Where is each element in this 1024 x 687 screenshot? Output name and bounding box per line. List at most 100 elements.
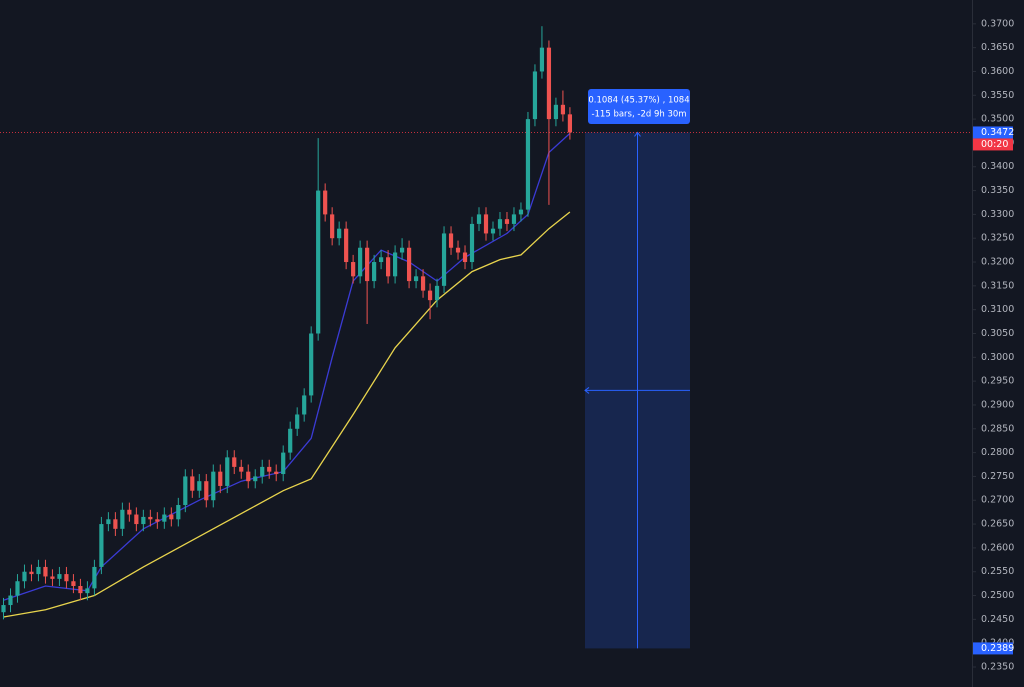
countdown-tag bbox=[973, 138, 1013, 151]
candle-body bbox=[57, 574, 62, 579]
y-tick-label: 0.2850 bbox=[981, 423, 1014, 434]
y-tick-label: 0.3550 bbox=[981, 90, 1014, 101]
candle-body bbox=[560, 104, 566, 115]
candle-body bbox=[302, 395, 307, 415]
measure-low-tag bbox=[973, 642, 1013, 655]
candle-body bbox=[176, 505, 181, 520]
measure-arrow bbox=[634, 131, 641, 137]
candle-body bbox=[183, 476, 188, 506]
candle-body bbox=[50, 576, 55, 579]
candle-body bbox=[316, 190, 321, 334]
last-price-label: 0.3472 bbox=[981, 127, 1014, 138]
candle-body bbox=[225, 457, 230, 486]
candle-body bbox=[448, 233, 454, 248]
y-tick-label: 0.3500 bbox=[981, 114, 1014, 125]
measure-low-label: 0.2389 bbox=[981, 643, 1014, 654]
candle-body bbox=[1, 605, 6, 613]
candle-body bbox=[511, 214, 517, 224]
candle-body bbox=[525, 119, 531, 210]
candle-body bbox=[190, 476, 195, 491]
candle-body bbox=[413, 276, 419, 282]
candle-body bbox=[344, 228, 349, 263]
y-tick-label: 0.2500 bbox=[981, 590, 1014, 601]
candle-body bbox=[99, 524, 104, 567]
candle-body bbox=[330, 214, 335, 239]
last-price-tag bbox=[973, 126, 1013, 139]
candle-body bbox=[420, 276, 426, 291]
candle-body bbox=[218, 471, 223, 486]
candle-body bbox=[127, 509, 132, 515]
candle-body bbox=[281, 452, 286, 475]
y-tick-label: 0.3400 bbox=[981, 161, 1014, 172]
candle-body bbox=[372, 262, 377, 282]
candle-body bbox=[490, 228, 496, 234]
candle-body bbox=[399, 247, 405, 253]
candle-body bbox=[504, 219, 510, 224]
candle-body bbox=[71, 581, 76, 586]
y-tick-label: 0.2600 bbox=[981, 542, 1014, 553]
y-tick-label: 0.2550 bbox=[981, 566, 1014, 577]
candle-body bbox=[155, 519, 160, 522]
y-tick-label: 0.3350 bbox=[981, 185, 1014, 196]
candle-body bbox=[518, 209, 524, 215]
candle-body bbox=[455, 247, 461, 253]
candle-body bbox=[288, 428, 293, 453]
y-tick-label: 0.3100 bbox=[981, 304, 1014, 315]
candle-body bbox=[539, 47, 545, 72]
y-tick-label: 0.2650 bbox=[981, 519, 1014, 530]
candle-body bbox=[253, 476, 258, 482]
candle-body bbox=[141, 516, 146, 525]
candle-body bbox=[106, 519, 111, 525]
candle-body bbox=[406, 247, 412, 282]
y-tick-label: 0.3650 bbox=[981, 42, 1014, 53]
y-tick-label: 0.2950 bbox=[981, 376, 1014, 387]
measure-arrow bbox=[584, 387, 590, 394]
candle-body bbox=[22, 571, 27, 582]
y-tick-label: 0.3250 bbox=[981, 233, 1014, 244]
measure-text: -115 bars, -2d 9h 30m bbox=[591, 110, 686, 120]
countdown-label: 00:20 bbox=[981, 139, 1008, 150]
candle-body bbox=[386, 257, 391, 277]
candle-body bbox=[323, 190, 328, 215]
candle-body bbox=[567, 114, 573, 133]
y-tick-label: 0.2700 bbox=[981, 495, 1014, 506]
candle-body bbox=[239, 466, 244, 472]
candle-body bbox=[29, 571, 34, 575]
candle-body bbox=[476, 214, 482, 224]
candle-body bbox=[351, 262, 356, 277]
measure-text: 0.1084 (45.37%) , 1084 bbox=[588, 96, 689, 106]
candle-body bbox=[441, 233, 447, 286]
candle-body bbox=[120, 509, 125, 529]
candle-body bbox=[392, 252, 398, 277]
candle-body bbox=[148, 516, 153, 520]
candle-body bbox=[15, 581, 20, 596]
candle-body bbox=[43, 566, 48, 577]
y-tick-label: 0.3200 bbox=[981, 257, 1014, 268]
candle-body bbox=[204, 481, 209, 501]
candle-body bbox=[169, 514, 174, 520]
candle-body bbox=[78, 585, 83, 594]
candle-body bbox=[379, 257, 384, 263]
y-tick-label: 0.2750 bbox=[981, 471, 1014, 482]
candle-body bbox=[337, 228, 342, 239]
y-tick-label: 0.2900 bbox=[981, 399, 1014, 410]
candle-body bbox=[434, 285, 440, 301]
candle-body bbox=[113, 519, 118, 529]
y-tick-label: 0.3000 bbox=[981, 352, 1014, 363]
candle-body bbox=[483, 214, 489, 234]
candle-body bbox=[232, 457, 237, 467]
candle-body bbox=[197, 481, 202, 491]
candle-body bbox=[546, 47, 552, 120]
measure-tooltip bbox=[588, 89, 690, 124]
y-tick-label: 0.3050 bbox=[981, 328, 1014, 339]
candle-body bbox=[85, 588, 90, 594]
candle-body bbox=[162, 514, 167, 522]
candle-body bbox=[64, 574, 69, 582]
candle-body bbox=[260, 466, 265, 477]
candle-body bbox=[246, 471, 251, 482]
y-tick-label: 0.2350 bbox=[981, 661, 1014, 672]
moving-average bbox=[3, 211, 571, 618]
